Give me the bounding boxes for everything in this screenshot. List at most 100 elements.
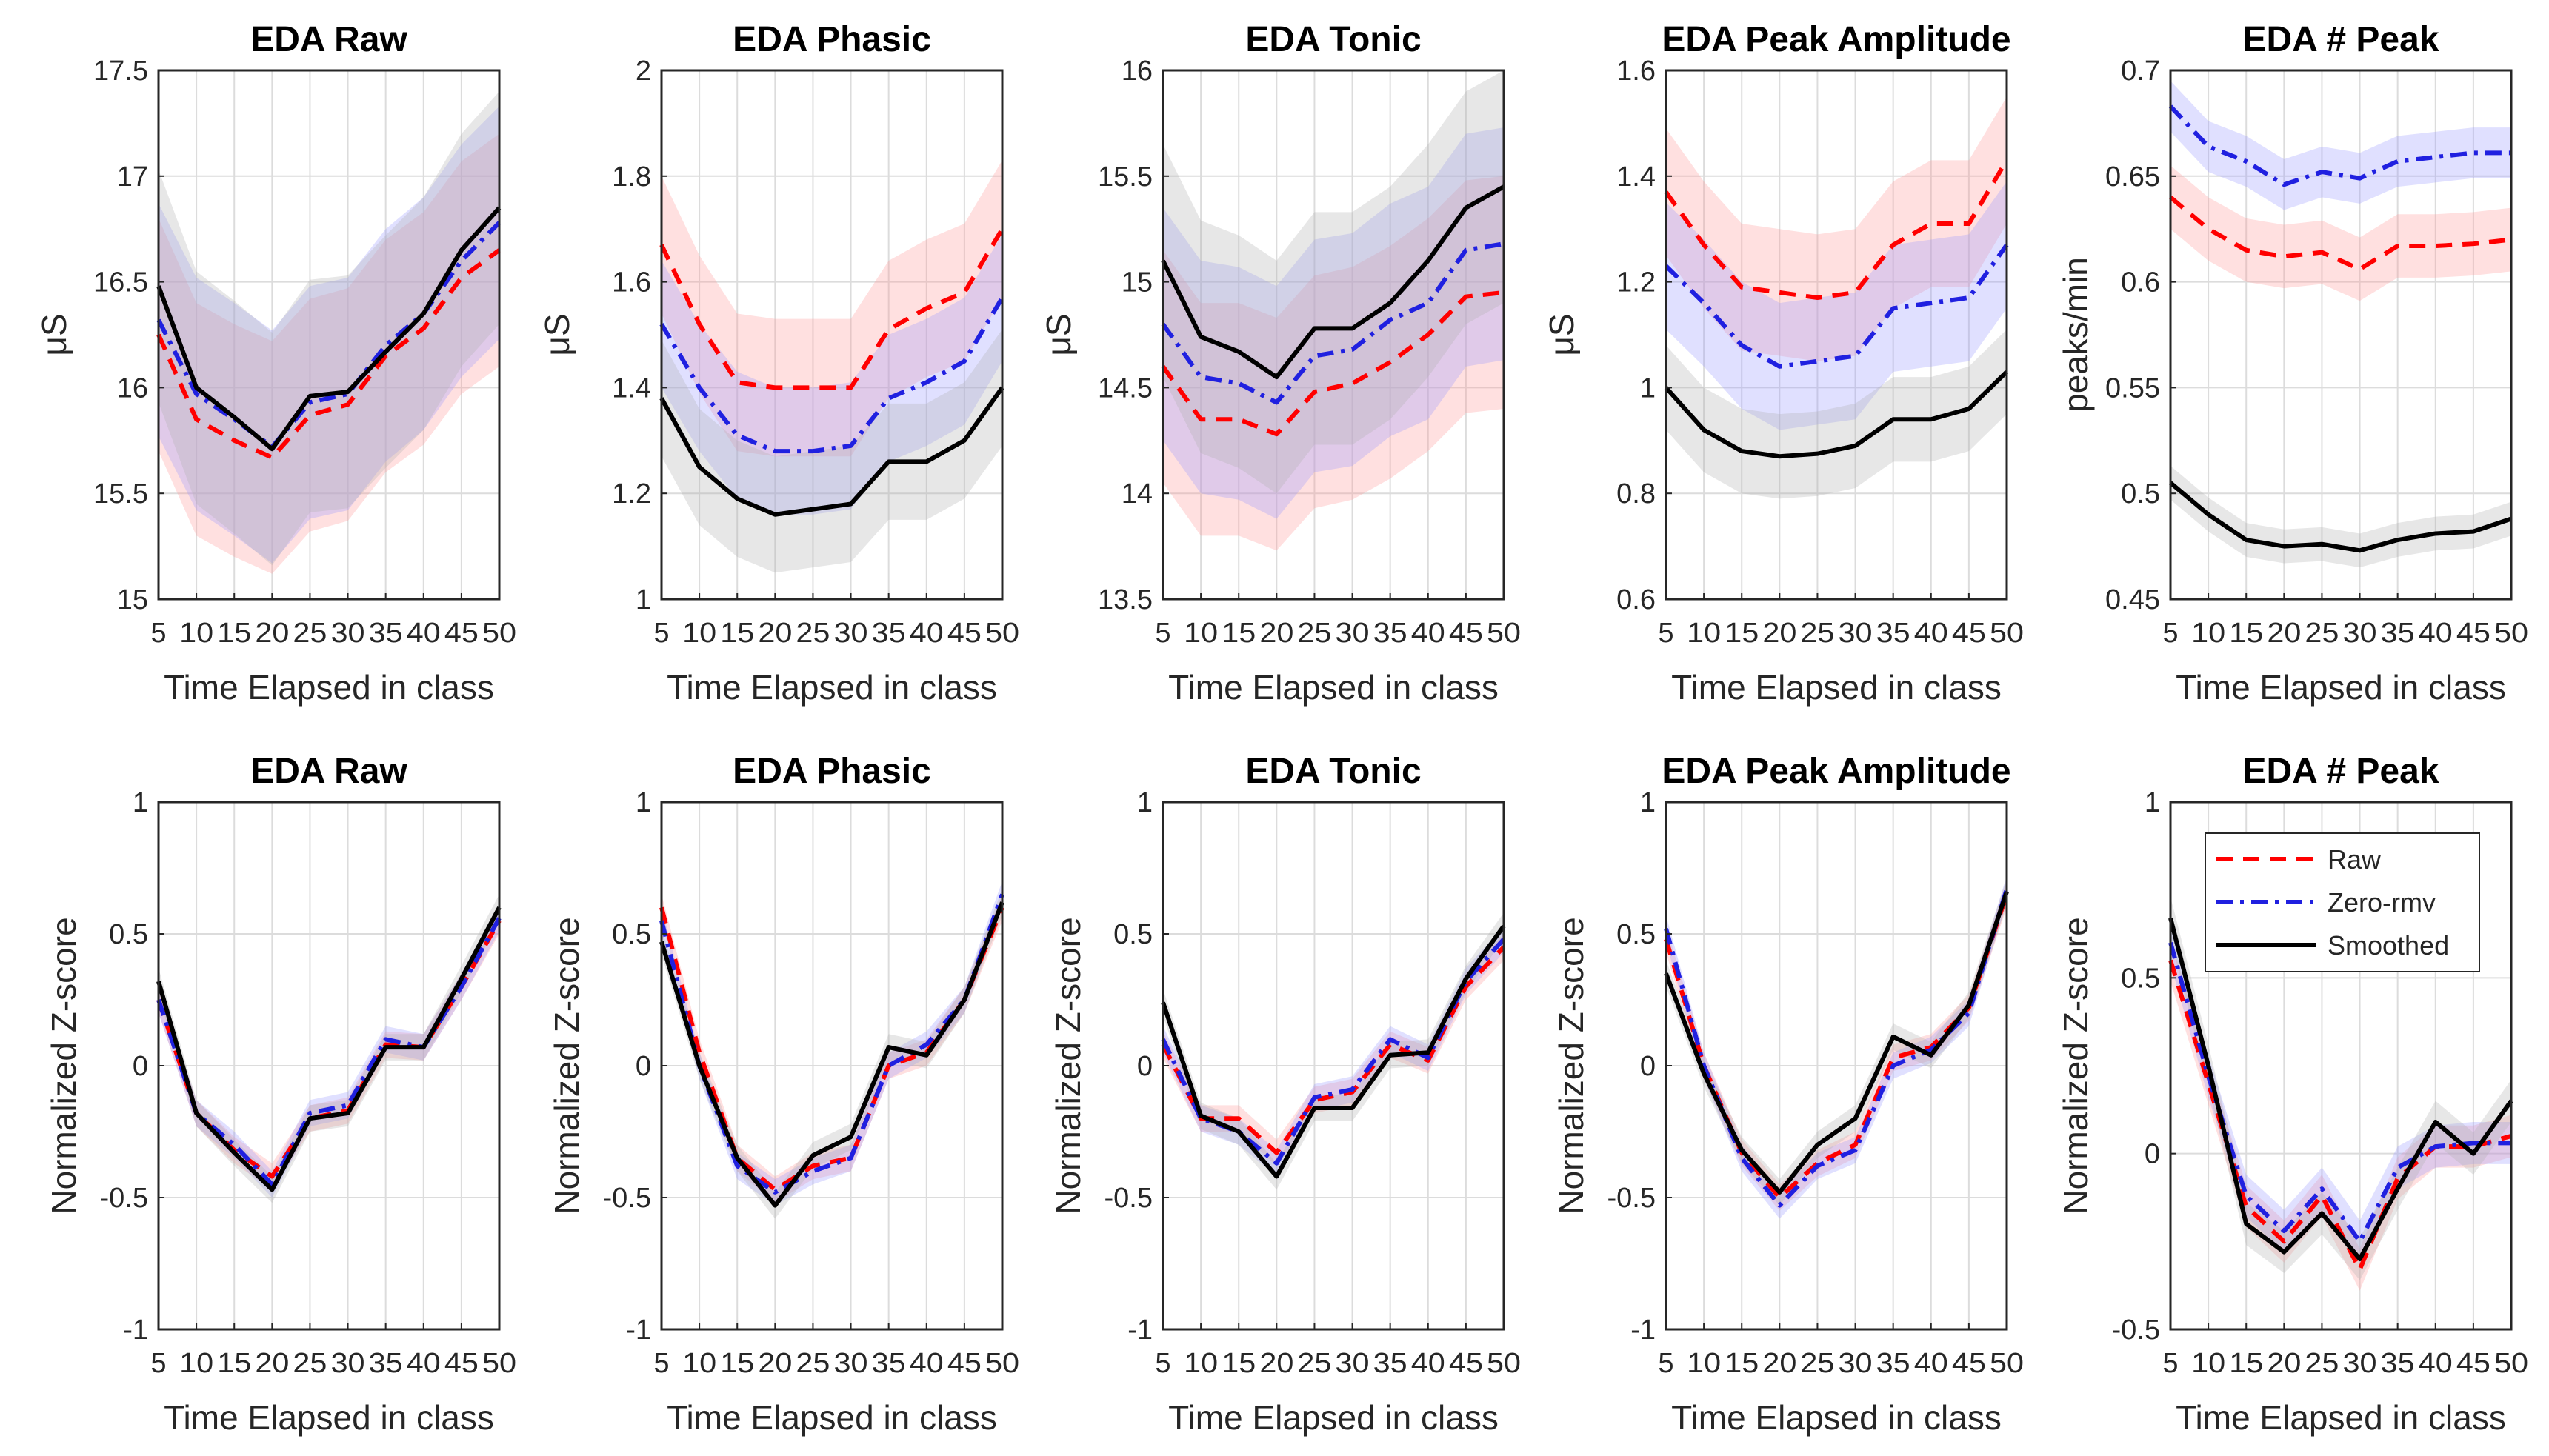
y-tick-label: 0: [1137, 1051, 1153, 1082]
confidence-band-zero: [662, 234, 1002, 515]
subplot-1: 5 10 15 20 25 30 35 40 45 501515.51616.51717.5EDA…: [35, 20, 516, 707]
x-tick-label: 50: [1487, 618, 1521, 649]
series-line-smooth: [1664, 370, 2009, 459]
x-tick-label: 15: [1222, 1348, 1256, 1379]
x-tick-label: 20: [255, 1348, 289, 1379]
y-tick-label: 0: [1640, 1051, 1656, 1082]
subplot-5: 5 10 15 20 25 30 35 40 45 50 0.45 0.5 0.55 0.6 0.65 0.7…: [2056, 20, 2528, 707]
x-tick-label: 25: [1297, 618, 1331, 649]
x-tick-label: 25: [293, 618, 327, 649]
y-tick-label: 1.4: [1616, 161, 1656, 193]
x-tick-label: 20: [1259, 618, 1293, 649]
y-tick-label: -0.5: [1607, 1183, 1656, 1214]
x-tick-label: 35: [872, 618, 906, 649]
y-tick-label: -0.5: [1104, 1183, 1153, 1214]
x-axis-label: Time Elapsed in class: [2176, 1398, 2506, 1437]
x-tick-label: 30: [2343, 618, 2377, 649]
axes-box: [1162, 69, 1505, 601]
y-tick-label: 0.55: [2105, 373, 2160, 404]
plot-area: [1666, 70, 2007, 599]
x-tick-label: 50: [985, 1348, 1019, 1379]
confidence-band-raw: [1666, 96, 2007, 361]
series-line-smooth: [1161, 924, 1506, 1179]
y-tick-label: 2: [636, 56, 651, 87]
legend-label-zero: Zero-rmv: [2328, 887, 2436, 918]
confidence-band-raw: [2170, 939, 2511, 1291]
x-tick-label: 35: [1876, 1348, 1910, 1379]
subplot-title: EDA # Peak: [2242, 752, 2439, 791]
x-tick-label: 50: [482, 618, 516, 649]
x-tick-label: 5: [1658, 618, 1673, 649]
x-axis-label: Time Elapsed in class: [1671, 668, 2002, 707]
y-tick-label: -0.5: [603, 1183, 651, 1214]
plot-area: [662, 70, 1002, 599]
y-tick-label: 0.5: [1113, 919, 1153, 950]
x-tick-label: 15: [1222, 618, 1256, 649]
x-axis-label: Time Elapsed in class: [164, 1398, 494, 1437]
x-tick-label: 20: [255, 618, 289, 649]
y-tick-label: 0.5: [612, 919, 651, 950]
y-axis-label: μS: [1039, 313, 1078, 355]
x-tick-label: 5: [2162, 1348, 2178, 1379]
x-tick-label: 50: [2494, 618, 2528, 649]
axes-box: [2169, 69, 2513, 601]
x-tick-label: 10: [2191, 1348, 2225, 1379]
x-tick-label: 50: [2494, 1348, 2528, 1379]
confidence-band-zero: [1163, 926, 1504, 1177]
x-tick-label: 30: [331, 618, 365, 649]
x-tick-label: 50: [482, 1348, 516, 1379]
y-tick-label: 1: [636, 787, 651, 818]
x-tick-label: 25: [1800, 1348, 1834, 1379]
x-tick-label: 30: [834, 618, 868, 649]
y-tick-label: 0.6: [1616, 584, 1656, 615]
confidence-band-raw: [662, 894, 1002, 1203]
series-line-raw: [2169, 196, 2512, 272]
x-tick-label: 25: [2305, 1348, 2339, 1379]
x-tick-label: 35: [2381, 1348, 2415, 1379]
x-tick-label: 5: [150, 1348, 166, 1379]
subplot-7: 5 10 15 20 25 30 35 40 45 50 -1 -0.5 0 0.5 1 EDA Phasic…: [547, 752, 1019, 1437]
y-tick-label: 1.6: [612, 267, 651, 298]
x-tick-label: 15: [217, 1348, 251, 1379]
x-tick-label: 30: [1839, 1348, 1873, 1379]
x-tick-label: 20: [2267, 618, 2301, 649]
series-line-zero: [659, 893, 1004, 1195]
x-tick-label: 50: [1990, 618, 2024, 649]
confidence-band-zero: [159, 106, 499, 564]
y-tick-label: 0.5: [2121, 478, 2160, 510]
x-tick-label: 10: [1687, 1348, 1721, 1379]
x-tick-label: 40: [407, 1348, 441, 1379]
x-tick-label: 30: [834, 1348, 868, 1379]
subplot-title: EDA Peak Amplitude: [1662, 752, 2010, 791]
y-tick-label: 1: [636, 584, 651, 615]
y-tick-label: 16: [1122, 56, 1153, 87]
series-line-raw: [1161, 945, 1506, 1155]
y-tick-label: 14: [1122, 478, 1153, 510]
x-tick-label: 40: [910, 1348, 944, 1379]
series-line-smooth: [156, 206, 502, 452]
x-tick-label: 15: [217, 618, 251, 649]
x-tick-label: 25: [293, 1348, 327, 1379]
subplot-title: EDA Peak Amplitude: [1662, 20, 2010, 59]
x-tick-label: 15: [2229, 1348, 2263, 1379]
y-tick-label: 0.5: [1616, 919, 1656, 950]
x-tick-label: 45: [2456, 618, 2490, 649]
series-line-smooth: [659, 386, 1004, 517]
x-tick-label: 40: [1411, 1348, 1445, 1379]
x-tick-label: 5: [1658, 1348, 1673, 1379]
series-line-smooth: [1664, 891, 2009, 1195]
series-line-smooth: [1161, 184, 1505, 380]
y-tick-label: 15: [117, 584, 148, 615]
series-line-raw: [1161, 290, 1505, 437]
x-tick-label: 25: [796, 1348, 830, 1379]
x-tick-label: 15: [720, 618, 754, 649]
y-tick-label: 0.45: [2105, 584, 2160, 615]
y-tick-label: 14.5: [1098, 373, 1153, 404]
x-tick-label: 45: [444, 618, 479, 649]
x-tick-label: 30: [1336, 618, 1370, 649]
subplot-title: EDA Tonic: [1245, 20, 1421, 59]
legend-box: [2205, 832, 2480, 972]
x-axis-label: Time Elapsed in class: [164, 668, 494, 707]
